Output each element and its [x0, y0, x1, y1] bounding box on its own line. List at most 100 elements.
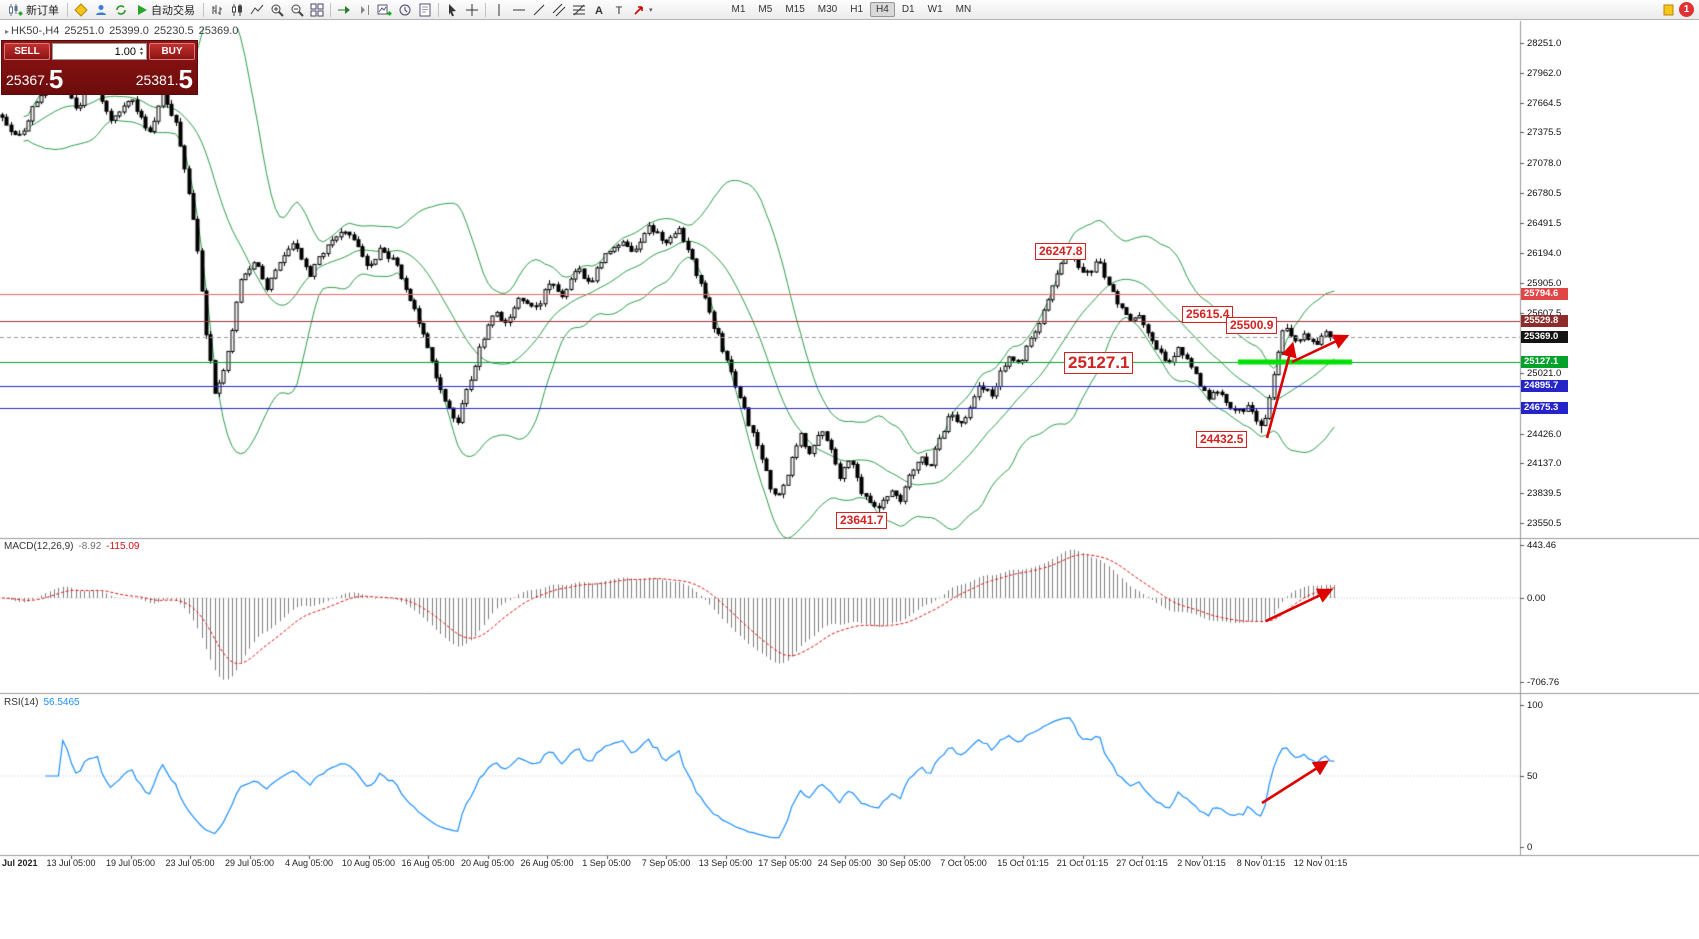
refresh-button[interactable] [111, 1, 131, 18]
timeframe-button-M30[interactable]: M30 [817, 4, 838, 15]
auto-scroll-button[interactable] [334, 1, 354, 18]
macd-title: MACD(12,26,9) -8.92 -115.09 [4, 541, 139, 552]
buy-price-pip: 5 [178, 64, 193, 94]
volume-down-icon[interactable]: ▼ [139, 50, 144, 57]
zoom-in-button[interactable] [267, 1, 287, 18]
zoom-out-button[interactable] [287, 1, 307, 18]
autotrading-button[interactable]: 自动交易 [131, 1, 200, 18]
expand-arrow-icon[interactable]: ▸ [5, 27, 10, 36]
template-icon [419, 3, 431, 16]
timeframe-button-D1[interactable]: D1 [901, 4, 915, 15]
new-order-label: 新订单 [26, 4, 59, 17]
buy-price[interactable]: 25381. 5 [134, 60, 195, 94]
templates-button[interactable] [415, 1, 435, 18]
chart-ohlc-header: ▸ HK50-,H4 25251.0 25399.0 25230.5 25369.0 [5, 25, 243, 37]
timeframe-button-H1[interactable]: H1 [850, 4, 864, 15]
timeframe-button-MN[interactable]: MN [955, 4, 972, 15]
user-icon [96, 4, 106, 15]
horizontal-line-icon [513, 9, 525, 10]
fibonacci-icon [573, 4, 585, 15]
macd-main-value: -8.92 [78, 541, 102, 552]
trendline-icon [533, 4, 545, 15]
toolbar-separator [67, 2, 68, 17]
dropdown-caret-icon: ▾ [649, 6, 653, 14]
macd-label: MACD(12,26,9) [4, 541, 74, 552]
symbol-period: HK50-,H4 [11, 25, 60, 37]
sell-price[interactable]: 25367. 5 [4, 60, 65, 94]
text-label-icon: T [616, 5, 623, 17]
toolbar-right: 1 [1663, 2, 1696, 17]
tile-windows-button[interactable] [307, 1, 327, 18]
volume-value[interactable]: 1.00 [114, 45, 137, 58]
cursor-button[interactable] [442, 1, 462, 18]
one-click-trading-panel: SELL 1.00 ▲ ▼ BUY 25367. 5 25381. 5 [1, 40, 198, 95]
trendline-button[interactable] [529, 1, 549, 18]
new-order-button[interactable]: 新订单 [3, 1, 64, 18]
auto-scroll-icon [338, 5, 350, 14]
new-order-icon [9, 3, 23, 16]
zoom-out-icon [291, 4, 304, 17]
volume-up-icon[interactable]: ▲ [139, 45, 144, 52]
vertical-line-icon [498, 3, 500, 16]
zoom-in-icon [271, 4, 284, 17]
rsi-label: RSI(14) [4, 697, 39, 708]
bar-chart-button[interactable] [207, 1, 227, 18]
toolbar-separator [485, 2, 486, 17]
indicators-button[interactable] [374, 1, 395, 18]
accounts-button[interactable] [91, 1, 111, 18]
svg-text:T: T [616, 5, 623, 17]
sell-button[interactable]: SELL [4, 43, 50, 60]
periods-button[interactable] [395, 1, 415, 18]
text-label-button[interactable]: T [609, 1, 629, 18]
main-toolbar: 新订单 自动交易 A T ▾ M1 M5 M15 M30 H [0, 0, 1699, 20]
candlestick-button[interactable] [227, 1, 247, 18]
cursor-icon [449, 3, 456, 16]
volume-spinner[interactable]: ▲ ▼ [139, 45, 144, 57]
arrows-tool-button[interactable]: ▾ [629, 1, 656, 18]
rsi-value: 56.5465 [43, 697, 80, 708]
play-icon [138, 4, 147, 15]
line-chart-icon [250, 4, 264, 14]
horizontal-line-button[interactable] [509, 1, 529, 18]
metaeditor-button[interactable] [71, 1, 91, 18]
volume-input[interactable]: 1.00 ▲ ▼ [52, 43, 147, 60]
low-value: 25230.5 [153, 25, 194, 37]
svg-text:A: A [595, 5, 603, 17]
candlestick-icon [232, 3, 242, 16]
buy-price-main: 25381. [135, 72, 179, 88]
channel-icon [552, 3, 566, 16]
vertical-line-button[interactable] [489, 1, 509, 18]
fibonacci-button[interactable] [569, 1, 589, 18]
macd-signal-value: -115.09 [106, 541, 140, 552]
line-chart-button[interactable] [247, 1, 267, 18]
crosshair-button[interactable] [462, 1, 482, 18]
channel-button[interactable] [549, 1, 569, 18]
high-value: 25399.0 [109, 25, 149, 37]
chart-shift-icon [361, 4, 369, 15]
tile-windows-icon [310, 3, 324, 16]
chart-shift-button[interactable] [354, 1, 374, 18]
clipped-toolbar-icon[interactable] [1663, 3, 1674, 17]
timeframe-button-M5[interactable]: M5 [758, 4, 773, 15]
buy-button[interactable]: BUY [149, 43, 195, 60]
text-icon: A [595, 5, 603, 17]
timeframe-button-M15[interactable]: M15 [785, 4, 805, 15]
text-button[interactable]: A [589, 1, 609, 18]
notification-badge[interactable]: 1 [1679, 2, 1694, 17]
open-value: 25251.0 [64, 25, 105, 37]
timeframe-button-H4[interactable]: H4 [870, 2, 895, 17]
toolbar-separator [330, 2, 331, 17]
refresh-icon [116, 4, 126, 15]
close-value: 25369.0 [198, 25, 239, 37]
timeframe-button-M1[interactable]: M1 [731, 4, 746, 15]
toolbar-separator [438, 2, 439, 17]
arrow-tool-icon [634, 5, 643, 15]
rsi-title: RSI(14) 56.5465 [4, 697, 80, 708]
diamond-icon [74, 2, 88, 17]
sell-price-pip: 5 [48, 64, 64, 94]
timeframe-toolbar: M1 M5 M15 M30 H1 H4 D1 W1 MN [726, 2, 978, 17]
timeframe-button-W1[interactable]: W1 [927, 4, 943, 15]
clock-icon [399, 4, 411, 15]
